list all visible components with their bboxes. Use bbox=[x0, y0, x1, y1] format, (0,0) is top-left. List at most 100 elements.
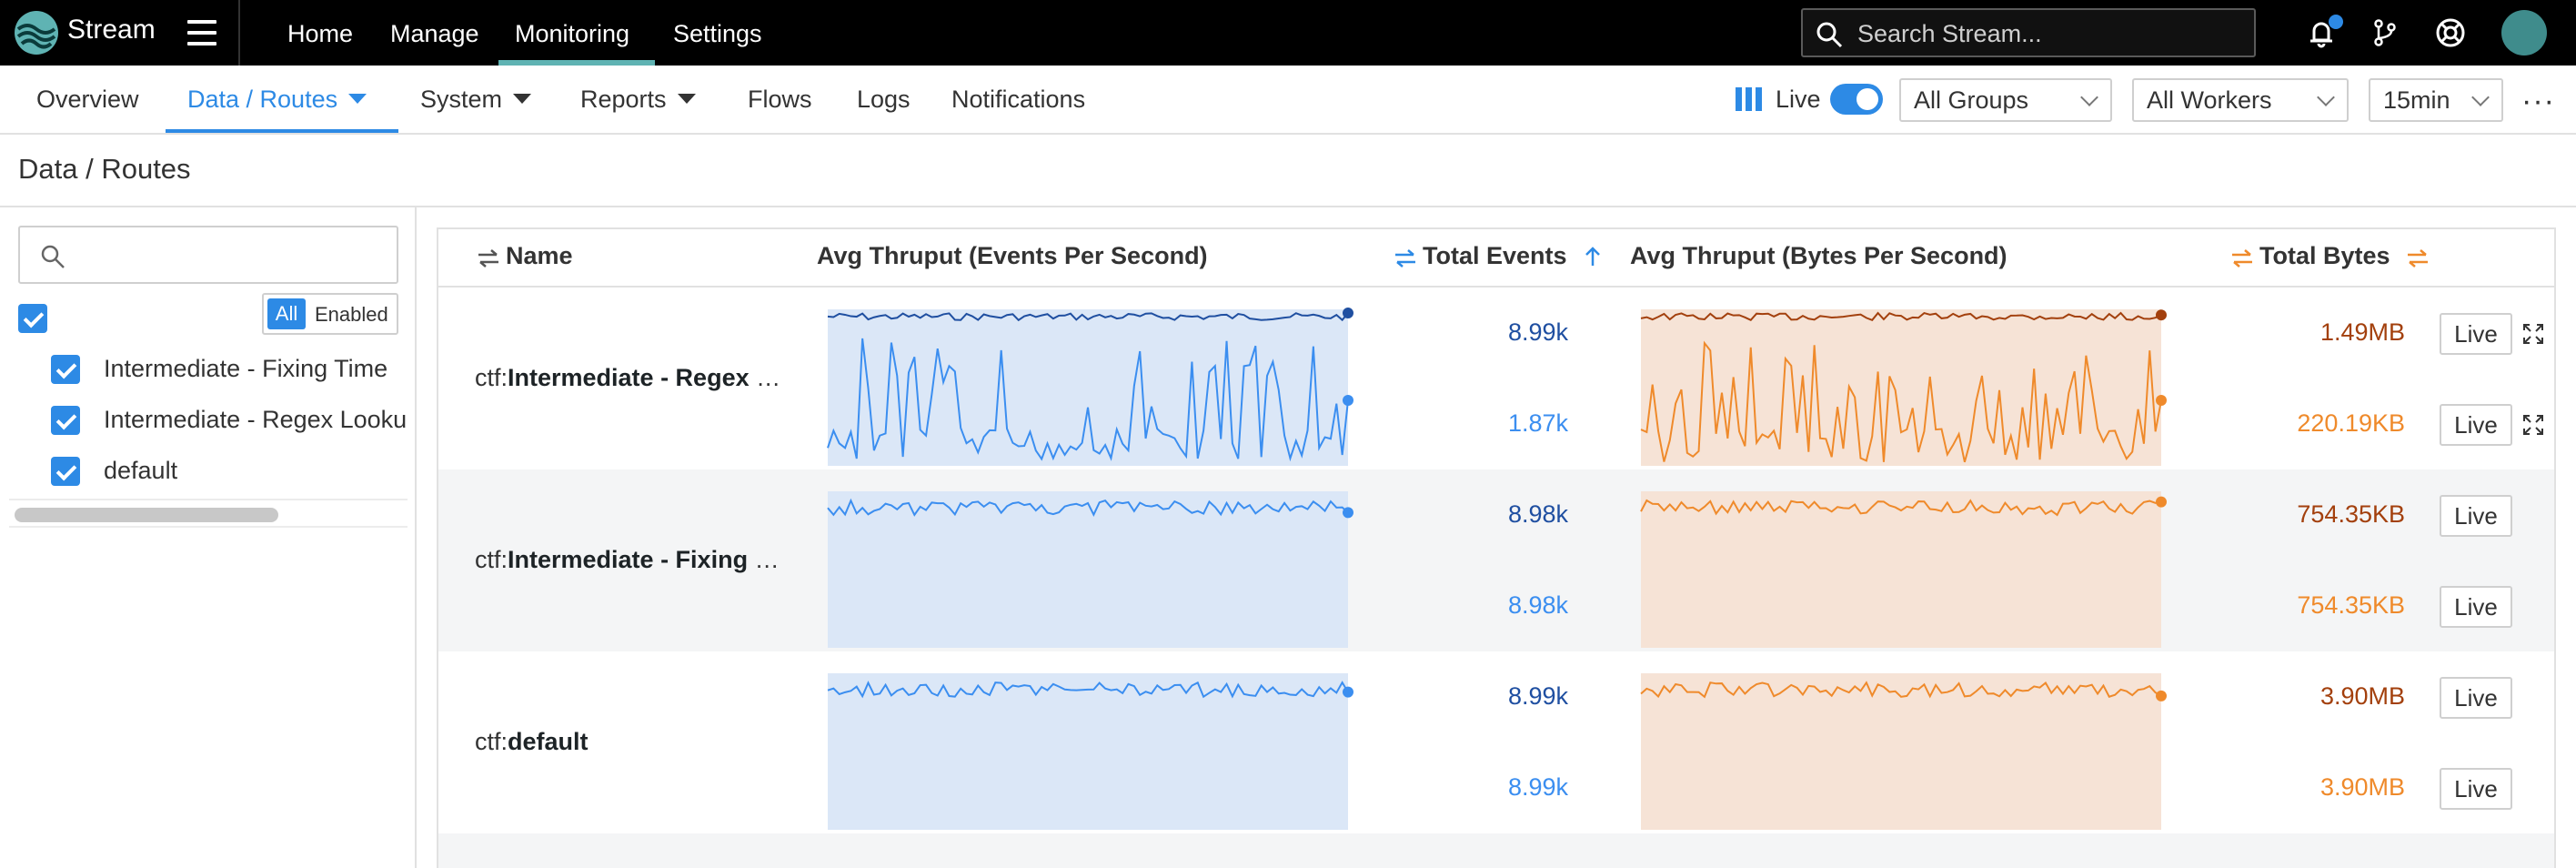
route-name-label: Intermediate - Fixing Time bbox=[508, 546, 784, 573]
sparkline-input-line bbox=[1640, 499, 2162, 517]
sparkline-output-line bbox=[827, 338, 1349, 462]
table-row[interactable]: ctf:default 8.99k 8.99k 3.90MB 3.90MB Live Liv… bbox=[438, 651, 2554, 833]
sparkline-input-line bbox=[827, 498, 1349, 517]
segment-enabled[interactable]: Enabled bbox=[315, 303, 388, 326]
nav-home[interactable]: Home bbox=[287, 20, 354, 47]
tab-data-routes-label: Data / Routes bbox=[187, 86, 338, 113]
time-range-dropdown[interactable]: 15min bbox=[2369, 78, 2503, 122]
notification-badge bbox=[2329, 15, 2343, 29]
breadcrumb-parent[interactable]: Data bbox=[18, 153, 78, 185]
sparkline-end-marker bbox=[2156, 496, 2167, 508]
global-search-input[interactable] bbox=[1857, 17, 2239, 50]
tab-notifications-label: Notifications bbox=[951, 86, 1086, 113]
route-name[interactable]: ctf:Intermediate - Regex Lookup bbox=[475, 364, 784, 392]
filter-item[interactable]: Intermediate - Regex Lookup bbox=[9, 395, 408, 446]
breadcrumb-divider bbox=[0, 206, 2576, 207]
expand-icon[interactable] bbox=[2523, 415, 2543, 435]
chevron-down-icon bbox=[2317, 88, 2335, 106]
filter-search[interactable] bbox=[18, 226, 398, 284]
header-total-events-label: Total Events bbox=[1423, 242, 1567, 269]
live-capture-out-button[interactable]: Live bbox=[2440, 586, 2512, 628]
sort-icon bbox=[1395, 249, 1415, 267]
live-capture-out-button[interactable]: Live bbox=[2440, 768, 2512, 810]
more-options-icon[interactable]: ··· bbox=[2521, 84, 2555, 118]
header-avg-events: Avg Thruput (Events Per Second) bbox=[817, 242, 1208, 270]
stream-logo-icon[interactable] bbox=[13, 9, 60, 56]
live-capture-in-button[interactable]: Live bbox=[2440, 495, 2512, 537]
tab-notifications[interactable]: Notifications bbox=[951, 86, 1085, 114]
filter-search-input[interactable] bbox=[78, 238, 387, 271]
help-lifebuoy-icon[interactable] bbox=[2434, 16, 2467, 49]
nav-monitoring[interactable]: Monitoring bbox=[515, 20, 630, 47]
notifications-bell-icon[interactable] bbox=[2305, 16, 2338, 49]
tab-data-routes[interactable]: Data / Routes bbox=[187, 86, 367, 114]
all-enabled-segmented-control: All Enabled bbox=[262, 293, 398, 335]
git-branch-icon[interactable] bbox=[2369, 16, 2401, 49]
routes-table: Name Avg Thruput (Events Per Second) Tot… bbox=[437, 227, 2556, 868]
header-name[interactable]: Name bbox=[477, 242, 573, 270]
sparkline-area bbox=[828, 491, 1348, 648]
list-divider bbox=[9, 526, 408, 528]
filter-item-label: Intermediate - Regex Lookup bbox=[104, 406, 408, 433]
table-row[interactable]: ctf:Intermediate - Regex Lookup 8.99k 1.87… bbox=[438, 288, 2554, 469]
header-avg-bytes: Avg Thruput (Bytes Per Second) bbox=[1630, 242, 2007, 270]
filter-item[interactable]: default bbox=[9, 446, 408, 497]
tab-flows-label: Flows bbox=[748, 86, 812, 113]
caret-down-icon bbox=[348, 94, 367, 104]
expand-icon[interactable] bbox=[2523, 324, 2543, 344]
top-bar: Stream Home Manage Monitoring Settings bbox=[0, 0, 2576, 66]
brand-name: Stream bbox=[67, 15, 156, 45]
events-out-value: 1.87k bbox=[1507, 409, 1568, 437]
time-range-value: 15min bbox=[2383, 86, 2450, 114]
live-toggle[interactable] bbox=[1830, 84, 1883, 115]
groups-dropdown[interactable]: All Groups bbox=[1899, 78, 2112, 122]
filter-item[interactable]: Intermediate - Fixing Time bbox=[9, 344, 408, 395]
sparkline-input-line bbox=[1640, 311, 2162, 322]
filter-item-checkbox[interactable] bbox=[51, 457, 80, 486]
live-columns-icon bbox=[1736, 87, 1762, 111]
tab-logs[interactable]: Logs bbox=[857, 86, 911, 114]
segment-all[interactable]: All bbox=[267, 298, 306, 329]
filter-item-label: Intermediate - Fixing Time bbox=[104, 355, 388, 382]
events-in-value: 8.98k bbox=[1507, 500, 1568, 528]
live-capture-out-button[interactable]: Live bbox=[2440, 404, 2512, 446]
sort-icon bbox=[478, 249, 498, 267]
route-name[interactable]: ctf:default bbox=[475, 728, 784, 756]
search-icon bbox=[41, 245, 65, 268]
tab-reports[interactable]: Reports bbox=[580, 86, 696, 114]
horizontal-scrollbar[interactable] bbox=[15, 508, 278, 522]
hamburger-menu-icon[interactable] bbox=[187, 20, 216, 45]
filter-item-checkbox[interactable] bbox=[51, 406, 80, 435]
live-capture-in-button[interactable]: Live bbox=[2440, 677, 2512, 719]
bytes-out-value: 3.90MB bbox=[2319, 773, 2405, 801]
header-total-bytes[interactable]: Total Bytes bbox=[2230, 242, 2435, 270]
global-search[interactable] bbox=[1801, 8, 2256, 57]
nav-manage[interactable]: Manage bbox=[390, 20, 479, 47]
events-throughput-sparkline bbox=[827, 308, 1353, 466]
sort-icon bbox=[2232, 249, 2252, 267]
user-avatar[interactable] bbox=[2501, 10, 2547, 56]
workers-dropdown[interactable]: All Workers bbox=[2132, 78, 2349, 122]
route-prefix: ctf: bbox=[475, 728, 508, 755]
header-total-events[interactable]: Total Events bbox=[1394, 242, 1608, 270]
live-capture-in-button[interactable]: Live bbox=[2440, 313, 2512, 355]
sparkline-end-marker bbox=[1343, 308, 1353, 319]
filter-item-checkbox[interactable] bbox=[51, 355, 80, 384]
table-row[interactable]: ctf:Intermediate - Fixing Time 8.98k 8.98k… bbox=[438, 469, 2554, 651]
list-divider bbox=[9, 499, 408, 500]
nav-settings[interactable]: Settings bbox=[673, 20, 762, 47]
route-name[interactable]: ctf:Intermediate - Fixing Time bbox=[475, 546, 784, 574]
bytes-in-value: 1.49MB bbox=[2319, 318, 2405, 346]
select-all-checkbox[interactable] bbox=[18, 304, 47, 333]
tab-logs-label: Logs bbox=[857, 86, 911, 113]
table-header: Name Avg Thruput (Events Per Second) Tot… bbox=[438, 229, 2554, 288]
tab-system[interactable]: System bbox=[420, 86, 532, 114]
tab-flows[interactable]: Flows bbox=[748, 86, 812, 114]
active-tab-indicator bbox=[166, 129, 398, 133]
chevron-down-icon bbox=[2471, 88, 2490, 106]
breadcrumb: Data / Routes bbox=[18, 153, 191, 186]
route-name-label: Intermediate - Regex Lookup bbox=[508, 364, 784, 391]
bytes-in-value: 3.90MB bbox=[2319, 682, 2405, 710]
tab-overview[interactable]: Overview bbox=[36, 86, 139, 114]
sparkline-input-line bbox=[827, 312, 1349, 322]
